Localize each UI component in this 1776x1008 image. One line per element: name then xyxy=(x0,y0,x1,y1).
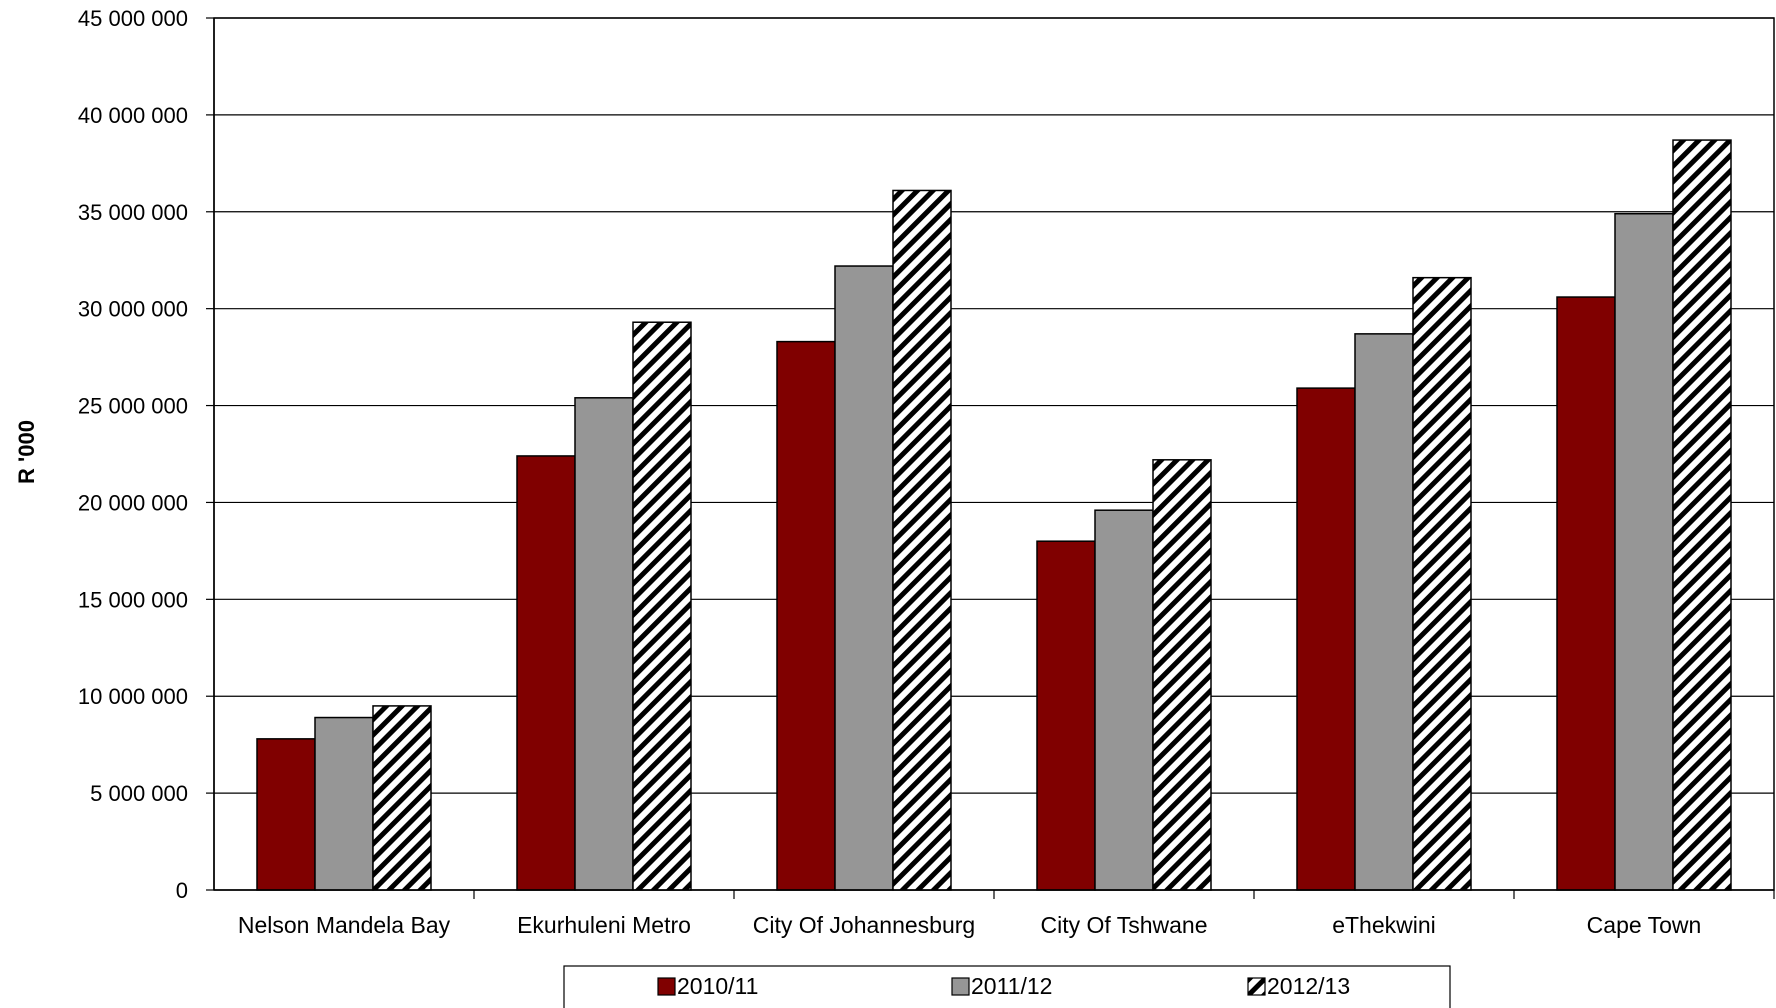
bar-3 xyxy=(892,189,952,891)
x-tick-label: City Of Tshwane xyxy=(1040,912,1207,938)
bar-3 xyxy=(632,321,692,891)
bar-3 xyxy=(1152,459,1212,891)
x-tick-labels: Nelson Mandela Bay Ekurhuleni Metro City O… xyxy=(238,912,1701,938)
legend-box xyxy=(563,965,1451,1008)
bar-2 xyxy=(1354,333,1414,891)
y-tick-label: 15 000 000 xyxy=(78,587,188,612)
legend-swatch xyxy=(657,977,676,996)
bars xyxy=(256,139,1732,891)
axes xyxy=(206,17,1775,899)
legend-label: 2010/11 xyxy=(677,973,758,999)
bar-1 xyxy=(256,738,316,891)
bar-1 xyxy=(1556,296,1616,891)
y-axis-label: R '000 xyxy=(14,420,39,484)
bar-2 xyxy=(1614,212,1674,891)
y-tick-labels: 0 5 000 000 10 000 000 15 000 000 20 000 000… xyxy=(78,6,188,903)
x-tick-label: eThekwini xyxy=(1332,912,1436,938)
y-tick-label: 5 000 000 xyxy=(90,781,188,806)
y-tick-label: 30 000 000 xyxy=(78,297,188,322)
plot-frame xyxy=(213,17,1775,891)
legend: 2010/11 2011/12 2012/13 xyxy=(563,965,1451,1008)
x-tick-label: Nelson Mandela Bay xyxy=(238,912,451,938)
y-tick-label: 35 000 000 xyxy=(78,200,188,225)
y-tick-label: 40 000 000 xyxy=(78,103,188,128)
bar-1 xyxy=(516,455,576,891)
y-tick-label: 0 xyxy=(176,878,188,903)
bar-3 xyxy=(1412,276,1472,891)
y-tick-label: 10 000 000 xyxy=(78,684,188,709)
legend-label: 2011/12 xyxy=(971,973,1052,999)
bar-2 xyxy=(574,397,634,891)
gridlines xyxy=(213,17,1775,891)
bar-1 xyxy=(776,340,836,891)
y-tick-label: 45 000 000 xyxy=(78,6,188,31)
bar-3 xyxy=(372,705,432,891)
legend-label: 2012/13 xyxy=(1267,973,1350,999)
bar-1 xyxy=(1296,387,1356,891)
y-tick-label: 20 000 000 xyxy=(78,490,188,515)
legend-swatch xyxy=(951,977,970,996)
y-tick-label: 25 000 000 xyxy=(78,394,188,419)
bar-2 xyxy=(314,716,374,891)
x-tick-label: City Of Johannesburg xyxy=(753,912,975,938)
legend-swatch xyxy=(1247,977,1266,996)
bar-1 xyxy=(1036,540,1096,891)
x-tick-label: Cape Town xyxy=(1587,912,1702,938)
x-tick-label: Ekurhuleni Metro xyxy=(517,912,691,938)
bar-3 xyxy=(1672,139,1732,891)
bar-2 xyxy=(834,265,894,891)
bar-2 xyxy=(1094,509,1154,891)
